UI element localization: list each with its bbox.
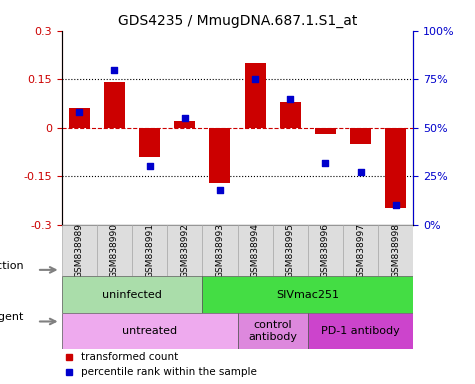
Bar <box>245 63 266 128</box>
Point <box>216 187 224 193</box>
Bar <box>104 83 125 128</box>
Text: GSM838996: GSM838996 <box>321 223 330 278</box>
Text: GSM838997: GSM838997 <box>356 223 365 278</box>
Point <box>251 76 259 82</box>
Bar <box>315 128 336 134</box>
Bar <box>209 128 230 183</box>
Text: GSM838990: GSM838990 <box>110 223 119 278</box>
Bar <box>167 225 202 276</box>
Text: GSM838991: GSM838991 <box>145 223 154 278</box>
Text: GSM838998: GSM838998 <box>391 223 400 278</box>
Text: untreated: untreated <box>122 326 177 336</box>
Bar <box>62 225 97 276</box>
Bar <box>202 225 238 276</box>
Bar <box>139 128 160 157</box>
Bar <box>69 108 90 128</box>
Text: uninfected: uninfected <box>102 290 162 300</box>
Point <box>322 159 329 166</box>
Text: percentile rank within the sample: percentile rank within the sample <box>81 367 257 377</box>
Text: GSM838995: GSM838995 <box>286 223 294 278</box>
Bar <box>62 313 238 349</box>
Bar <box>350 128 371 144</box>
Text: SIVmac251: SIVmac251 <box>276 290 339 300</box>
Bar <box>378 225 413 276</box>
Bar <box>308 313 413 349</box>
Point <box>357 169 364 175</box>
Text: GSM838989: GSM838989 <box>75 223 84 278</box>
Point <box>286 96 294 102</box>
Point <box>392 202 399 209</box>
Title: GDS4235 / MmugDNA.687.1.S1_at: GDS4235 / MmugDNA.687.1.S1_at <box>118 14 357 28</box>
Bar <box>343 225 378 276</box>
Point <box>181 115 189 121</box>
Bar <box>97 225 132 276</box>
Text: GSM838992: GSM838992 <box>180 223 189 278</box>
Point <box>111 66 118 73</box>
Bar <box>385 128 406 209</box>
Text: infection: infection <box>0 261 23 271</box>
Bar <box>238 313 308 349</box>
Bar <box>174 121 195 128</box>
Text: agent: agent <box>0 312 23 322</box>
Bar <box>238 225 273 276</box>
Bar <box>202 276 413 313</box>
Bar <box>62 276 202 313</box>
Text: GSM838994: GSM838994 <box>251 223 259 278</box>
Bar <box>273 225 308 276</box>
Bar <box>308 225 343 276</box>
Text: PD-1 antibody: PD-1 antibody <box>321 326 400 336</box>
Text: control
antibody: control antibody <box>248 320 297 342</box>
Text: transformed count: transformed count <box>81 352 178 362</box>
Bar <box>132 225 167 276</box>
Bar <box>280 102 301 128</box>
Text: GSM838993: GSM838993 <box>216 223 224 278</box>
Point <box>76 109 83 115</box>
Point <box>146 164 153 170</box>
